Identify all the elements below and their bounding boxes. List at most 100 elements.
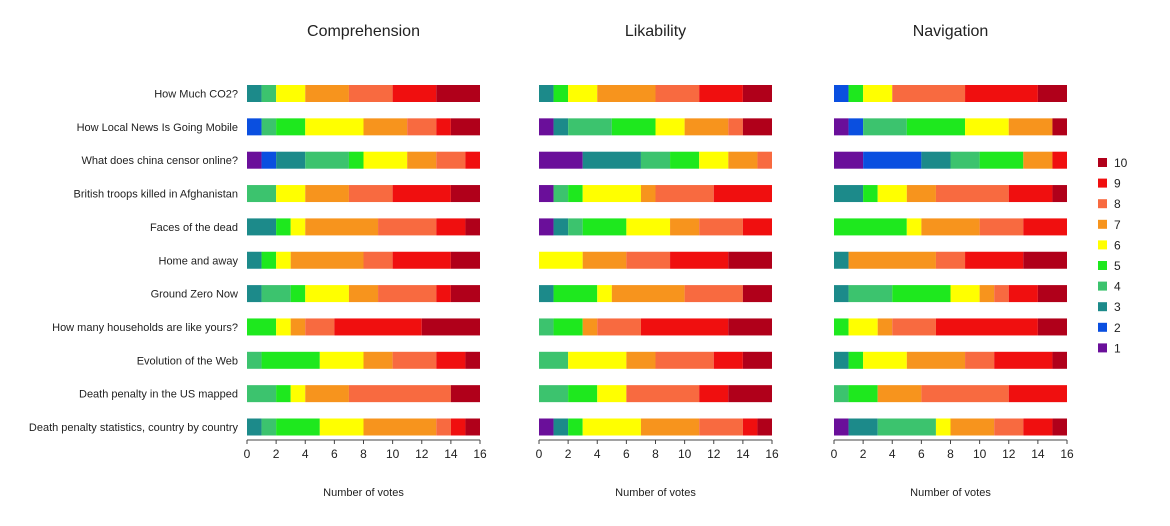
bar-segment-score-5 <box>261 351 320 369</box>
bar-segment-score-7 <box>906 351 966 369</box>
bar-segment-score-3 <box>247 251 262 269</box>
bar-segment-score-10 <box>1037 318 1067 336</box>
bar-segment-score-7 <box>407 151 437 169</box>
x-tick-label: 0 <box>831 447 838 461</box>
bar-segment-score-6 <box>597 285 612 303</box>
bar-segment-score-4 <box>553 185 569 203</box>
bar-segment-score-4 <box>261 85 277 102</box>
bar-segment-score-10 <box>728 385 772 403</box>
bar-segment-score-7 <box>611 285 685 303</box>
x-tick-label: 2 <box>860 447 867 461</box>
panel-comprehension: Comprehension 0 2 4 6 8 10 12 14 16 Number of vote… <box>244 23 487 499</box>
legend-swatch <box>1098 261 1107 270</box>
bar-segment-score-3 <box>921 151 951 169</box>
bar-segment-score-10 <box>742 351 772 369</box>
bar-segment-score-9 <box>640 318 729 336</box>
bar-segment-score-5 <box>834 318 849 336</box>
bar-segment-score-8 <box>921 385 1009 403</box>
bar-segment-score-9 <box>699 385 729 403</box>
bar-segment-score-7 <box>305 185 349 203</box>
x-tick-label: 12 <box>415 447 429 461</box>
bar-segment-score-10 <box>1052 351 1067 369</box>
bar-segment-score-8 <box>626 251 671 269</box>
bar-segment-score-10 <box>757 418 772 436</box>
legend-swatch <box>1098 199 1107 209</box>
legend-swatch <box>1098 158 1107 167</box>
bar-segment-score-3 <box>247 85 262 102</box>
bar-segment-score-3 <box>539 85 554 102</box>
x-axis-label: Number of votes <box>910 487 991 499</box>
bar-segment-score-7 <box>290 251 364 269</box>
bar-segment-score-5 <box>906 118 966 136</box>
bar-segment-score-5 <box>670 151 700 169</box>
x-tick-label: 16 <box>473 447 487 461</box>
bar-segment-score-5 <box>848 85 864 102</box>
category-label: Home and away <box>159 255 239 267</box>
bar-segment-score-9 <box>450 418 466 436</box>
bar-segment-score-8 <box>348 385 451 403</box>
bar-segment-score-7 <box>1023 151 1053 169</box>
panel-title: Comprehension <box>307 23 420 40</box>
x-tick-label: 6 <box>331 447 338 461</box>
bar-segment-score-5 <box>276 118 306 136</box>
bar-segment-score-8 <box>757 151 772 169</box>
bar-segment-score-7 <box>640 185 656 203</box>
bar-segment-score-10 <box>728 251 772 269</box>
bar-segment-score-6 <box>699 151 729 169</box>
panel-title: Navigation <box>913 23 989 40</box>
bar-segment-score-10 <box>742 85 772 102</box>
bar-segment-score-7 <box>305 385 349 403</box>
bar-segment-score-5 <box>348 151 364 169</box>
legend-swatch <box>1098 281 1107 291</box>
bar-segment-score-6 <box>626 218 671 236</box>
bar-segment-score-9 <box>436 218 466 236</box>
bar-segment-score-3 <box>848 418 878 436</box>
bar-segment-score-9 <box>392 251 451 269</box>
legend-swatch <box>1098 219 1107 229</box>
x-tick-label: 0 <box>244 447 251 461</box>
bar-segment-score-8 <box>378 218 437 236</box>
bar-segment-score-8 <box>436 151 466 169</box>
bar-segment-score-4 <box>539 385 569 403</box>
bar-segment-score-10 <box>450 118 480 136</box>
bar-segment-score-7 <box>597 85 656 102</box>
bar-segment-score-4 <box>950 151 980 169</box>
x-tick-label: 2 <box>565 447 572 461</box>
bar-segment-score-10 <box>465 418 480 436</box>
bar-segment-score-3 <box>834 251 849 269</box>
bar-segment-score-8 <box>892 85 966 102</box>
legend-label: 3 <box>1114 300 1121 314</box>
bar-segment-score-1 <box>834 118 849 136</box>
legend-swatch <box>1098 322 1107 332</box>
bar-segment-score-6 <box>863 85 893 102</box>
bar-segment-score-6 <box>863 351 907 369</box>
bar-segment-score-8 <box>348 185 393 203</box>
bar-segment-score-10 <box>1037 85 1067 102</box>
bar-segment-score-9 <box>436 118 451 136</box>
category-label: How Local News Is Going Mobile <box>77 122 238 134</box>
bar-segment-score-10 <box>1037 285 1067 303</box>
bar-segment-score-5 <box>553 318 583 336</box>
bar-segment-score-6 <box>290 218 306 236</box>
bar-segment-score-5 <box>863 185 878 203</box>
bar-segment-score-9 <box>392 85 437 102</box>
x-tick-label: 12 <box>707 447 721 461</box>
bar-segment-score-9 <box>1023 418 1053 436</box>
bar-segment-score-9 <box>742 218 772 236</box>
bar-segment-score-8 <box>979 218 1024 236</box>
bar-segment-score-1 <box>539 218 554 236</box>
x-tick-label: 2 <box>273 447 280 461</box>
bar-segment-score-7 <box>877 318 893 336</box>
legend-label: 6 <box>1114 238 1121 252</box>
bar-segment-score-8 <box>655 185 714 203</box>
bar-segment-score-9 <box>1008 385 1067 403</box>
bar-segment-score-6 <box>305 285 349 303</box>
bar-segment-score-3 <box>247 285 262 303</box>
bar-segment-score-5 <box>979 151 1024 169</box>
bar-segment-score-4 <box>640 151 671 169</box>
bar-segment-score-6 <box>655 118 685 136</box>
bar-segment-score-2 <box>834 85 849 102</box>
x-tick-label: 0 <box>536 447 543 461</box>
bar-segment-score-6 <box>305 118 364 136</box>
bar-segment-score-1 <box>539 418 554 436</box>
